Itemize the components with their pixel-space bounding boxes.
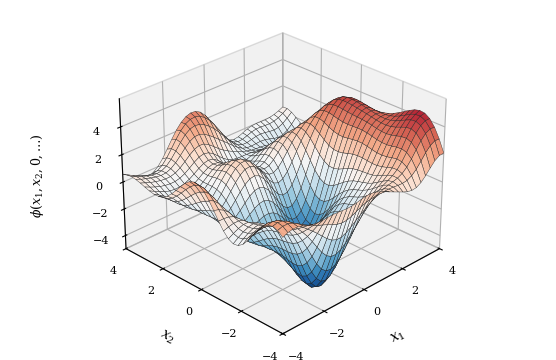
Y-axis label: $x_2$: $x_2$ (157, 328, 177, 347)
X-axis label: $x_1$: $x_1$ (388, 328, 408, 347)
